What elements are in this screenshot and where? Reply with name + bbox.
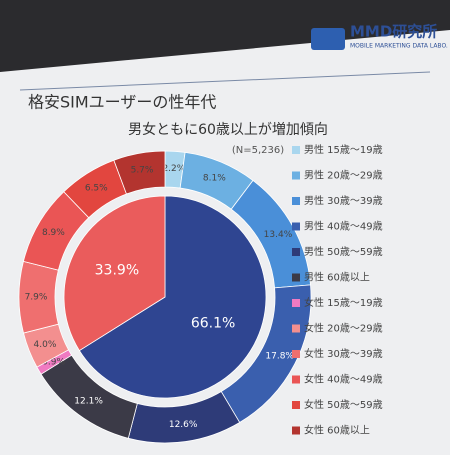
outer-value-label: 4.0% (34, 340, 57, 350)
outer-value-label: 12.6% (169, 420, 198, 430)
legend-label: 女性 15歳～19歳 (304, 296, 383, 309)
legend-label: 女性 40歳～49歳 (304, 373, 383, 386)
legend-swatch (292, 248, 300, 256)
legend-label: 男性 30歳～39歳 (304, 194, 383, 207)
legend-label: 女性 20歳～29歳 (304, 322, 383, 335)
legend-swatch (292, 273, 300, 282)
outer-value-label: 8.9% (42, 228, 65, 238)
outer-value-label: 6.5% (85, 183, 108, 193)
outer-value-label: 12.1% (74, 396, 103, 406)
outer-value-label: 5.7% (131, 166, 154, 176)
legend-swatch (292, 299, 300, 307)
chart-subtitle: 男女ともに60歳以上が増加傾向 (128, 121, 328, 138)
outer-value-label: 13.4% (264, 230, 293, 240)
legend-swatch (292, 375, 300, 384)
logo: MMD研究所 MOBILE MARKETING DATA LABO. (311, 23, 448, 50)
outer-value-label: 2.2% (162, 164, 185, 174)
legend-swatch (292, 324, 300, 333)
legend-swatch (292, 222, 300, 231)
inner-slice (78, 195, 267, 399)
legend-label: 男性 15歳～19歳 (304, 143, 383, 156)
logo-subtext: MOBILE MARKETING DATA LABO. (350, 43, 448, 50)
legend-label: 男性 40歳～49歳 (304, 220, 383, 233)
outer-value-label: 7.9% (25, 293, 48, 303)
outer-slice (113, 150, 166, 195)
legend-swatch (292, 171, 300, 180)
legend-label: 女性 60歳以上 (304, 424, 370, 437)
legend-swatch (292, 146, 300, 154)
outer-value-label: 8.1% (203, 173, 226, 183)
chart-title: 格安SIMユーザーの性年代 (28, 93, 216, 112)
legend-label: 女性 30歳～39歳 (304, 347, 383, 360)
logo-icon (311, 28, 345, 50)
legend-swatch (292, 350, 300, 358)
legend-label: 男性 60歳以上 (304, 271, 370, 284)
legend-swatch (292, 197, 300, 205)
inner-value-label: 33.9% (95, 262, 139, 278)
legend-label: 男性 50歳～59歳 (304, 245, 383, 258)
outer-value-label: 0.9% (42, 358, 65, 368)
note: (N=5,236) (232, 145, 284, 156)
outer-value-label: 17.8% (265, 352, 294, 362)
title-rule (19, 71, 431, 91)
legend-label: 女性 50歳～59歳 (304, 398, 383, 411)
legend-swatch (292, 401, 300, 409)
inner-value-label: 66.1% (191, 316, 235, 332)
logo-text: MMD研究所 (350, 23, 437, 41)
inner-slice (63, 195, 166, 352)
legend-label: 男性 20歳～29歳 (304, 169, 383, 182)
legend-swatch (292, 426, 300, 435)
